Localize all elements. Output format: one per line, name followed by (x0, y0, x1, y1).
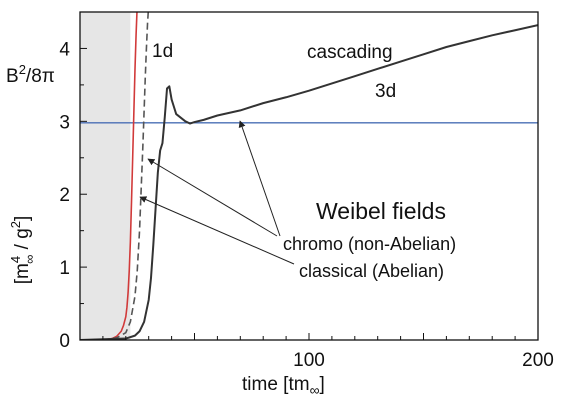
plot-area (79, 11, 539, 341)
annotation-arrows (139, 120, 295, 265)
y-quantity-main: B (6, 66, 19, 87)
x-tick-label: 100 (293, 350, 325, 371)
arrow-chromo-to-3d (238, 120, 281, 237)
annotation-1d: 1d (152, 41, 173, 62)
y-quantity-rest: /8π (26, 66, 55, 87)
arrow-classical-to-red (139, 196, 295, 265)
y-axis-title-sup2: 2 (8, 221, 23, 228)
y-tick-label: 0 (59, 331, 70, 352)
annotation-classical: classical (Abelian) (299, 261, 444, 281)
y-quantity-sup: 2 (19, 62, 26, 77)
y-axis-title-close: ] (12, 216, 33, 221)
series-line-dashed (80, 12, 150, 340)
y-tick-label: 1 (59, 258, 70, 279)
y-tick-label: 2 (59, 185, 70, 206)
x-axis: 100 200 (102, 333, 554, 371)
y-axis-title-sup: 4 (8, 256, 23, 263)
y-axis-title: [m4∞ / g2] (8, 216, 37, 285)
series-line-chromo (80, 24, 538, 340)
y-tick-label: 4 (59, 39, 70, 60)
shaded-region (80, 12, 131, 340)
y-axis: 0 1 2 3 4 (59, 39, 87, 352)
series-line-classical (80, 12, 138, 340)
y-axis-quantity: B2/8π (6, 62, 55, 87)
annotation-cascading: cascading (307, 42, 393, 63)
arrow-chromo-to-dashed (147, 158, 278, 237)
x-axis-title-main: time [tm (242, 374, 310, 395)
y-tick-label: 3 (59, 112, 70, 133)
y-axis-title-main: [m (12, 263, 33, 284)
series-group (80, 12, 538, 340)
y-axis-title-sub: ∞ (22, 255, 37, 264)
annotation-3d: 3d (375, 81, 396, 102)
x-axis-title-sub: ∞ (310, 382, 320, 398)
annotation-weibel: Weibel fields (316, 198, 446, 224)
x-tick-label: 200 (522, 350, 554, 371)
x-axis-title: time [tm∞] (242, 374, 325, 398)
y-axis-title-rest: / g (12, 228, 33, 254)
annotation-chromo: chromo (non-Abelian) (283, 234, 456, 254)
x-axis-title-close: ] (320, 374, 325, 395)
